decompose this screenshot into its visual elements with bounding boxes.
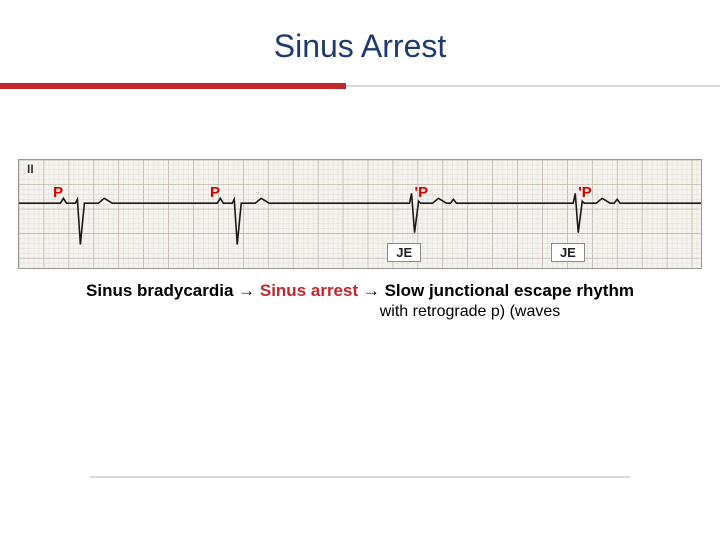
p-wave-label: P <box>53 184 63 201</box>
slide-title: Sinus Arrest <box>0 0 720 83</box>
p-wave-label: 'P <box>415 184 429 201</box>
caption-part1: Sinus bradycardia → <box>86 281 260 300</box>
p-wave-label: 'P <box>578 184 592 201</box>
caption-retrograde: with retrograde p) (waves <box>220 303 720 321</box>
ecg-strip: II P P 'P 'P JE JE <box>18 159 702 269</box>
p-wave-label: P <box>210 184 220 201</box>
caption-sequence: Sinus bradycardia → Sinus arrest → Slow … <box>0 281 720 301</box>
junctional-escape-label: JE <box>387 243 421 262</box>
footer-divider <box>90 476 630 478</box>
lead-label: II <box>25 162 36 176</box>
divider-red <box>0 83 346 89</box>
ecg-svg <box>19 160 701 268</box>
caption-arrest: Sinus arrest <box>260 281 358 300</box>
caption-part2: → Slow junctional escape rhythm <box>358 281 634 300</box>
junctional-escape-label: JE <box>551 243 585 262</box>
divider-gray <box>346 85 720 87</box>
title-divider <box>0 83 720 89</box>
